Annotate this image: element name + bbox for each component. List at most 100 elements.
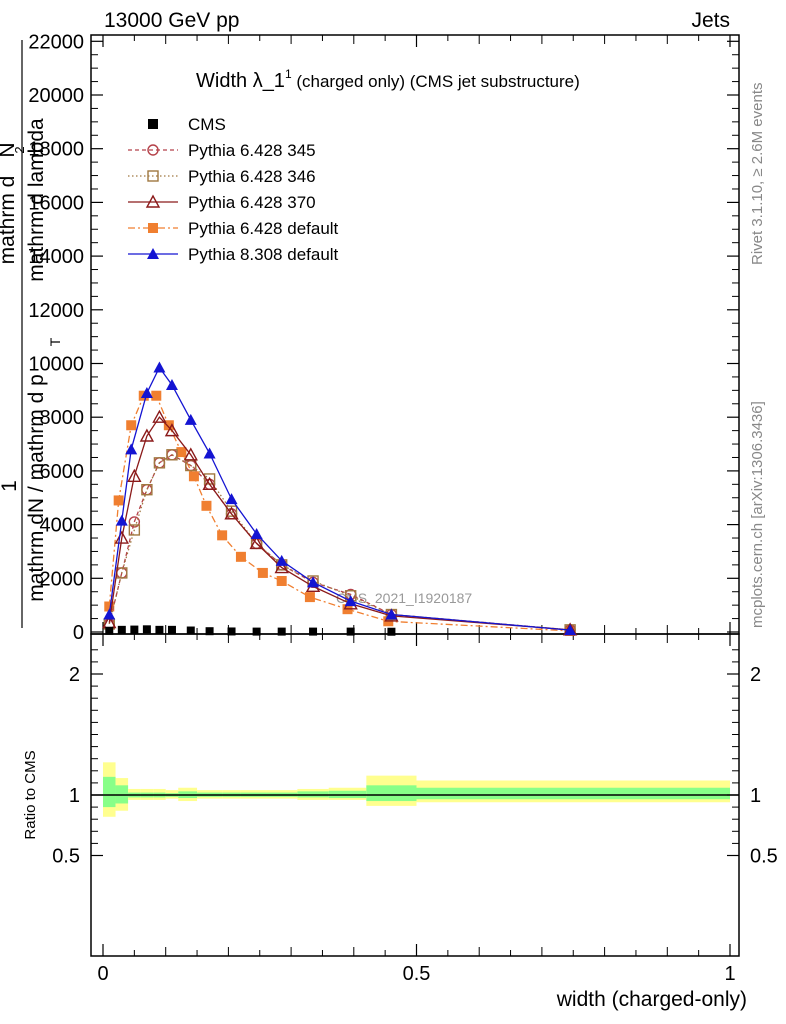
legend-item: Pythia 6.428 346 bbox=[128, 167, 316, 186]
ratio-bands bbox=[103, 762, 730, 817]
data-point bbox=[142, 625, 151, 634]
data-point bbox=[103, 608, 116, 620]
legend-item: CMS bbox=[148, 115, 226, 134]
data-point bbox=[184, 413, 197, 425]
legend-marker bbox=[145, 194, 161, 208]
legend-item: Pythia 6.428 default bbox=[128, 219, 339, 238]
legend-label: Pythia 8.308 default bbox=[188, 245, 339, 264]
x-tick-label: 0 bbox=[97, 963, 108, 985]
data-point bbox=[201, 500, 212, 511]
data-point bbox=[126, 420, 137, 431]
title-sup: 1 bbox=[285, 67, 292, 81]
data-point bbox=[128, 524, 141, 536]
data-point bbox=[151, 390, 162, 401]
series-0 bbox=[105, 625, 396, 636]
ratio-ticks: 0.5 0.5 1 1 2 2 0 0.5 1 bbox=[52, 634, 778, 985]
data-point bbox=[203, 447, 216, 459]
data-point bbox=[141, 483, 153, 496]
data-point bbox=[274, 560, 289, 574]
stat-band-segment bbox=[103, 776, 116, 808]
data-point bbox=[202, 476, 217, 491]
y-tick-label: 22000 bbox=[28, 31, 84, 53]
header-right: Jets bbox=[691, 9, 730, 32]
legend-marker bbox=[147, 248, 159, 259]
ratio-tick-label-right: 0.5 bbox=[750, 846, 778, 868]
ylabel-denominator-2: mathrm d lambda bbox=[25, 118, 48, 282]
x-tick-label: 1 bbox=[724, 963, 735, 985]
data-point bbox=[186, 626, 195, 635]
data-point bbox=[117, 625, 126, 634]
data-point bbox=[183, 447, 198, 461]
data-point bbox=[276, 575, 287, 586]
legend-item: Pythia 6.428 345 bbox=[128, 141, 316, 160]
data-point bbox=[155, 625, 164, 634]
data-point bbox=[309, 627, 318, 636]
legend-label: Pythia 6.428 345 bbox=[188, 141, 316, 160]
data-point bbox=[235, 551, 246, 562]
data-point bbox=[105, 626, 114, 635]
ylabel-denominator-sub: T bbox=[47, 337, 63, 346]
title-lambda: λ_1 bbox=[253, 70, 285, 92]
data-point bbox=[277, 627, 286, 636]
data-point bbox=[252, 627, 261, 636]
data-point bbox=[227, 627, 236, 636]
data-point bbox=[250, 527, 263, 539]
ratio-tick-label-right: 1 bbox=[750, 785, 761, 807]
data-point bbox=[115, 514, 128, 526]
ratio-y-label: Ratio to CMS bbox=[22, 750, 39, 839]
ratio-tick-label: 0.5 bbox=[52, 846, 80, 868]
y-tick-label: 16000 bbox=[28, 192, 84, 214]
stat-band-segment bbox=[416, 787, 730, 800]
y-tick-label: 14000 bbox=[28, 246, 84, 268]
data-point bbox=[188, 471, 199, 482]
data-point bbox=[185, 459, 197, 472]
data-point bbox=[139, 428, 155, 442]
data-point bbox=[225, 505, 238, 517]
stat-band-segment bbox=[366, 785, 417, 802]
data-point bbox=[125, 443, 138, 455]
data-point bbox=[153, 361, 166, 373]
legend-label: CMS bbox=[188, 115, 226, 134]
data-point bbox=[167, 625, 176, 634]
ratio-tick-label: 1 bbox=[69, 785, 80, 807]
ylabel-top-2: N bbox=[0, 142, 19, 157]
legend-item: Pythia 8.308 default bbox=[128, 245, 339, 264]
data-point bbox=[564, 624, 577, 636]
title-suffix: (charged only) (CMS jet substructure) bbox=[292, 72, 580, 91]
legend-label: Pythia 6.428 default bbox=[188, 219, 339, 238]
data-point bbox=[166, 449, 178, 461]
y-tick-label: 10000 bbox=[28, 354, 84, 376]
y-tick-label: 0 bbox=[73, 622, 84, 644]
series-layer bbox=[102, 361, 578, 636]
y-tick-label: 2000 bbox=[40, 568, 85, 590]
data-point bbox=[152, 409, 167, 423]
data-point bbox=[141, 483, 153, 496]
legend-item: Pythia 6.428 370 bbox=[128, 193, 316, 212]
header-left: 13000 GeV pp bbox=[104, 9, 239, 32]
data-point bbox=[307, 576, 320, 588]
data-point bbox=[344, 595, 357, 607]
y-tick-label: 20000 bbox=[28, 85, 84, 107]
data-point bbox=[346, 627, 355, 636]
y-tick-label: 6000 bbox=[40, 461, 85, 483]
legend-label: Pythia 6.428 346 bbox=[188, 167, 316, 186]
ratio-tick-label-right: 2 bbox=[750, 664, 761, 686]
data-point bbox=[163, 420, 174, 431]
data-point bbox=[153, 457, 166, 469]
series-3 bbox=[102, 409, 578, 636]
legend-marker bbox=[147, 144, 159, 156]
chart-title: Width λ_11 (charged only) (CMS jet subst… bbox=[196, 67, 580, 92]
title-prefix: Width bbox=[196, 70, 253, 92]
y-tick-label: 4000 bbox=[40, 515, 85, 537]
legend-label: Pythia 6.428 370 bbox=[188, 193, 316, 212]
watermark: CMS_2021_I1920187 bbox=[336, 590, 472, 606]
data-point bbox=[249, 535, 264, 550]
series-line bbox=[108, 416, 571, 631]
legend-marker bbox=[148, 223, 158, 233]
data-point bbox=[127, 468, 142, 482]
y-tick-label: 12000 bbox=[28, 300, 84, 322]
data-point bbox=[217, 530, 228, 541]
mcplots-label: mcplots.cern.ch [arXiv:1306.3436] bbox=[749, 401, 766, 628]
data-point bbox=[113, 495, 124, 506]
